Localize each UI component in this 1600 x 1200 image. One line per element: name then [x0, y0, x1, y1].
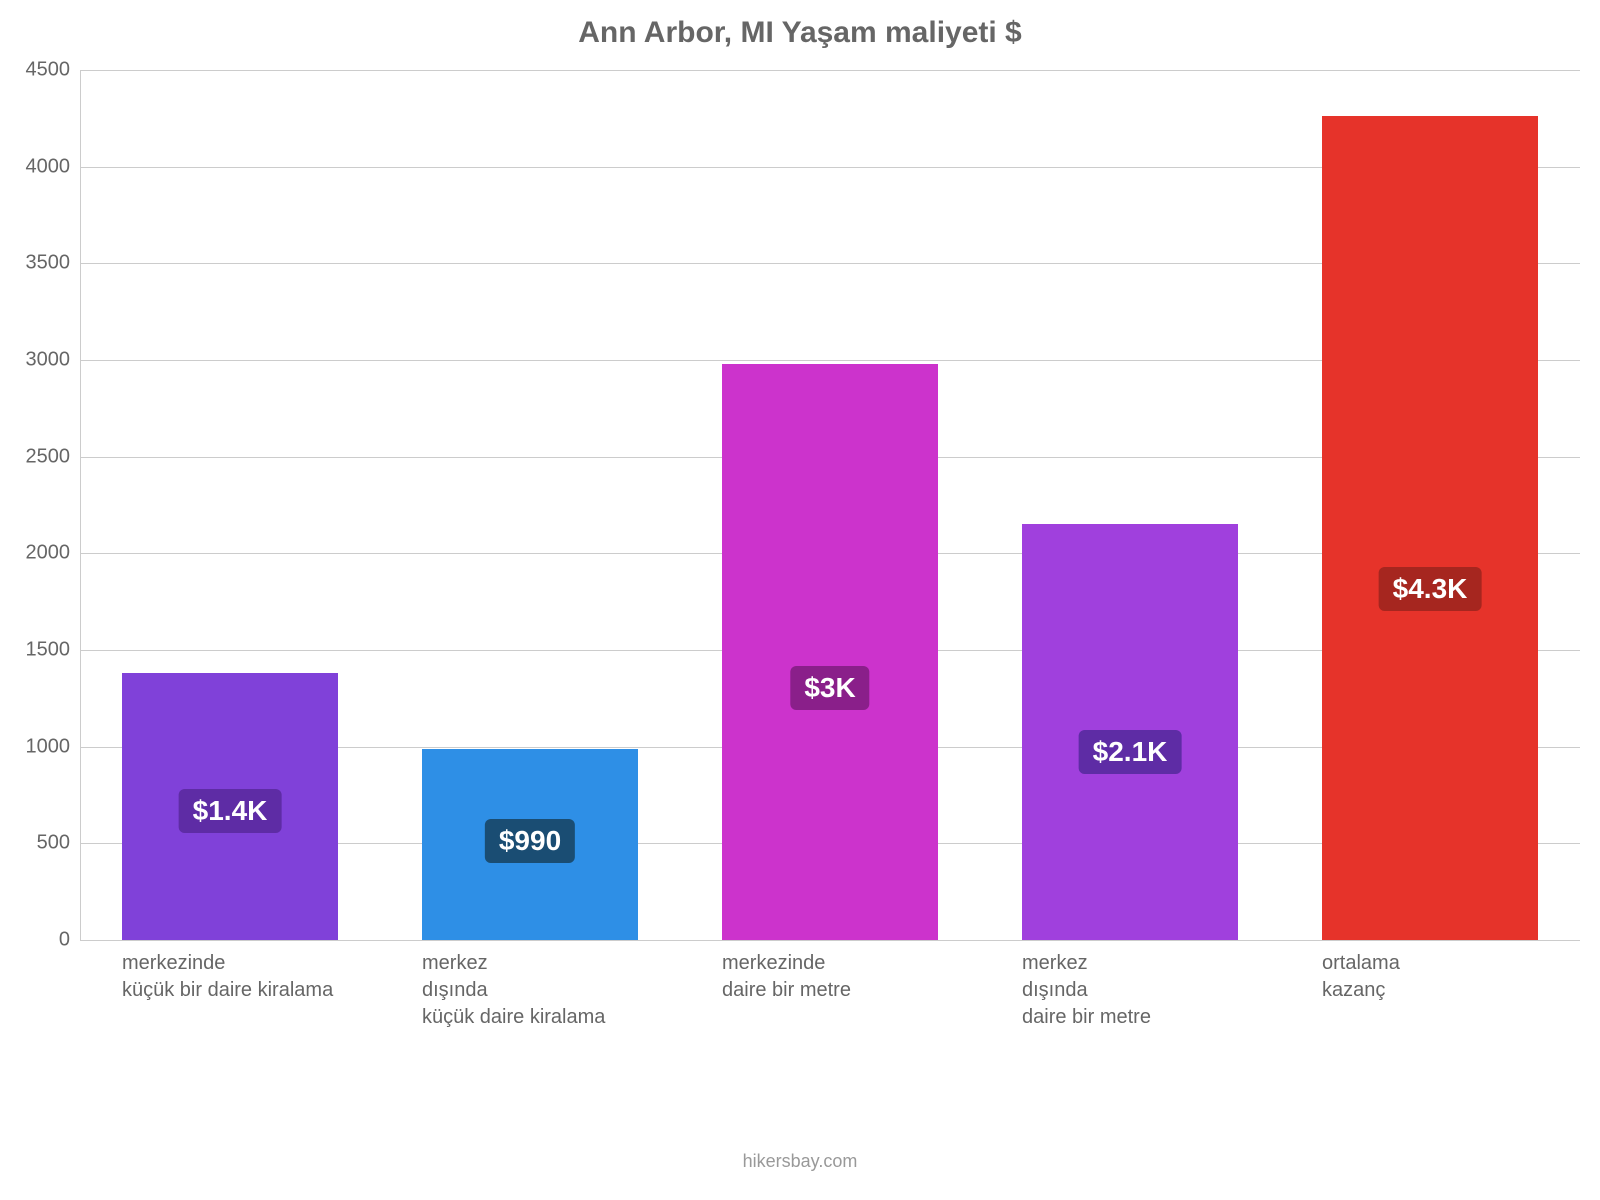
chart-title: Ann Arbor, MI Yaşam maliyeti $ — [0, 16, 1600, 50]
bar: $2.1K — [1022, 524, 1238, 940]
bar: $4.3K — [1322, 116, 1538, 940]
bar-value-label: $4.3K — [1379, 567, 1482, 611]
y-tick-label: 4500 — [26, 59, 81, 82]
bar: $3K — [722, 364, 938, 940]
plot-area: 050010001500200025003000350040004500$1.4… — [80, 70, 1580, 940]
y-tick-label: 1500 — [26, 639, 81, 662]
bar-value-label: $2.1K — [1079, 730, 1182, 774]
y-tick-label: 3000 — [26, 349, 81, 372]
bar: $1.4K — [122, 673, 338, 940]
x-tick-label: merkezinde daire bir metre — [722, 940, 978, 1004]
bar-value-label: $3K — [790, 666, 869, 710]
gridline — [80, 70, 1580, 71]
y-tick-label: 0 — [59, 929, 80, 952]
y-axis — [80, 70, 81, 940]
y-tick-label: 2000 — [26, 542, 81, 565]
x-tick-label: merkez dışında küçük daire kiralama — [422, 940, 678, 1031]
y-tick-label: 2500 — [26, 445, 81, 468]
x-tick-label: merkez dışında daire bir metre — [1022, 940, 1278, 1031]
attribution: hikersbay.com — [0, 1151, 1600, 1172]
bar-value-label: $1.4K — [179, 789, 282, 833]
cost-of-living-chart: Ann Arbor, MI Yaşam maliyeti $ 050010001… — [0, 0, 1600, 1200]
y-tick-label: 4000 — [26, 155, 81, 178]
bar-value-label: $990 — [485, 819, 575, 863]
x-tick-label: ortalama kazanç — [1322, 940, 1578, 1004]
y-tick-label: 500 — [37, 832, 80, 855]
bar: $990 — [422, 749, 638, 940]
y-tick-label: 3500 — [26, 252, 81, 275]
y-tick-label: 1000 — [26, 735, 81, 758]
x-tick-label: merkezinde küçük bir daire kiralama — [122, 940, 378, 1004]
